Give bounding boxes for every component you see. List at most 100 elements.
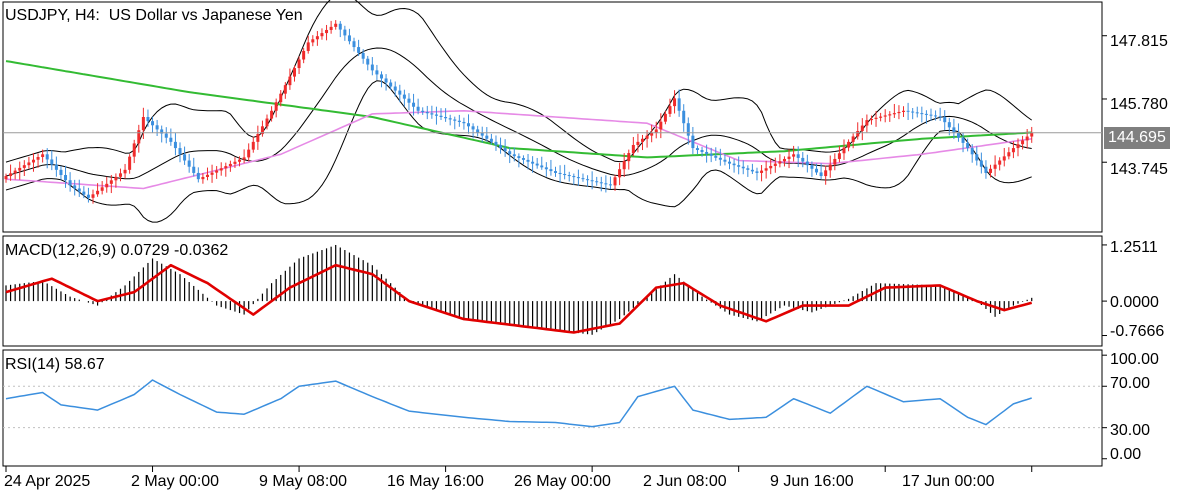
candle-body	[494, 141, 498, 145]
candle-body	[279, 93, 283, 103]
candle-body	[718, 157, 722, 160]
time-tick-1: 24 Apr 2025	[4, 473, 91, 490]
candle-body	[801, 157, 805, 162]
candle-body	[402, 94, 406, 99]
candle-body	[911, 111, 915, 113]
candle-body	[979, 160, 983, 167]
candle-body	[260, 126, 264, 135]
candle-body	[192, 166, 196, 173]
candle-body	[535, 163, 539, 166]
candle-body	[544, 167, 548, 170]
candle-body	[920, 113, 924, 115]
candle-body	[173, 141, 177, 149]
candle-body	[572, 176, 576, 178]
rsi-tick-30: 30.00	[1110, 422, 1151, 439]
candle-body	[705, 151, 709, 154]
candle-body	[1030, 132, 1034, 137]
candle-body	[567, 175, 571, 177]
rsi-label: RSI(14)	[5, 356, 61, 373]
candle-body	[512, 154, 516, 157]
candle-body	[274, 102, 278, 111]
candle-body	[178, 148, 182, 155]
candle-body	[205, 174, 209, 177]
rsi-line	[5, 379, 1032, 428]
rsi-pane-frame	[2, 349, 1103, 467]
candle-body	[682, 110, 686, 124]
macd-tick-min: -0.7666	[1110, 323, 1165, 340]
candle-body	[265, 118, 269, 127]
candle-body	[627, 153, 631, 162]
candle-body	[641, 138, 645, 142]
candle-body	[728, 161, 732, 164]
candle-body	[123, 169, 127, 174]
candle-body	[82, 191, 86, 195]
current-price-tag: 144.695	[1104, 127, 1170, 149]
macd-tick-zero: 0.0000	[1110, 294, 1159, 311]
candle-body	[888, 114, 892, 116]
candle-body	[169, 137, 173, 142]
candle-body	[352, 41, 356, 48]
candle-body	[883, 115, 887, 117]
candle-body	[347, 35, 351, 42]
candle-body	[471, 126, 475, 130]
candle-body	[160, 129, 164, 134]
time-tick-6: 2 Jun 08:00	[643, 473, 727, 490]
candle-body	[292, 68, 296, 77]
candle-body	[613, 177, 617, 186]
candle-body	[645, 135, 649, 139]
candle-body	[430, 113, 434, 115]
macd-tick-max: 1.2511	[1110, 239, 1158, 256]
candle-body	[755, 171, 759, 173]
candle-body	[956, 132, 960, 138]
candle-body	[521, 158, 525, 160]
candle-body	[737, 165, 741, 167]
candle-body	[73, 185, 77, 189]
candle-body	[668, 106, 672, 114]
macd-pane-frame	[2, 235, 1103, 347]
macd-signal-line	[5, 263, 1033, 334]
candle-body	[164, 133, 168, 138]
candle-body	[444, 117, 448, 119]
candle-body	[31, 159, 35, 163]
candle-body	[750, 169, 754, 172]
candle-body	[224, 166, 228, 169]
candle-body	[741, 166, 745, 169]
candle-body	[943, 117, 947, 123]
candle-body	[618, 169, 622, 178]
candle-body	[86, 194, 90, 198]
symbol-description: US Dollar vs Japanese Yen	[108, 7, 303, 24]
candle-body	[325, 29, 329, 34]
bollinger-lower-line	[5, 80, 1032, 223]
candle-body	[970, 148, 974, 155]
candle-body	[1016, 144, 1020, 149]
candle-body	[146, 117, 150, 122]
candle-body	[1002, 156, 1006, 161]
candle-body	[842, 147, 846, 154]
candle-body	[457, 120, 461, 122]
macd-main-value: 0.0729	[120, 242, 170, 259]
candle-body	[137, 130, 141, 144]
candle-body	[288, 76, 292, 86]
candle-body	[118, 173, 122, 177]
candle-body	[540, 165, 544, 168]
candle-body	[531, 161, 535, 164]
candle-body	[856, 130, 860, 137]
price-pane-frame	[2, 1, 1103, 233]
candle-body	[453, 119, 457, 121]
candle-body	[421, 110, 425, 113]
candle-body	[769, 165, 773, 169]
candle-body	[320, 33, 324, 37]
candle-body	[604, 183, 608, 185]
candle-body	[36, 157, 40, 160]
rsi-tick-0: 0.00	[1110, 446, 1142, 463]
candle-body	[760, 170, 764, 173]
candle-body	[41, 154, 45, 158]
candle-body	[590, 180, 594, 182]
candle-body	[329, 26, 333, 30]
candle-body	[902, 110, 906, 112]
candle-body	[787, 156, 791, 159]
candle-body	[306, 42, 310, 51]
candle-body	[879, 116, 883, 118]
candle-body	[256, 134, 260, 142]
